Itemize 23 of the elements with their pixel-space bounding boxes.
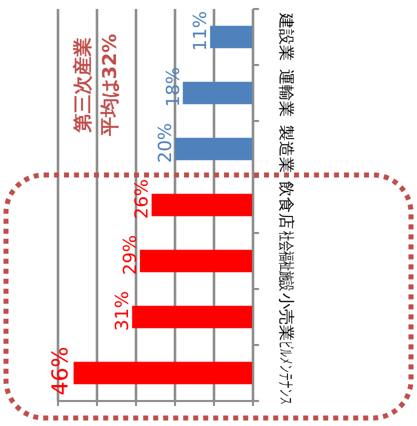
y-tick-label: 建設業 (277, 12, 296, 61)
y-tick-label: 小売業 (277, 293, 296, 341)
y-tick-label: 製造業 (277, 125, 296, 173)
y-tick-label: 社会福祉施設 (276, 231, 294, 291)
data-label: 20% (155, 122, 176, 164)
data-label: 18% (162, 66, 184, 108)
data-label: 26% (132, 178, 153, 220)
bar (132, 306, 253, 328)
annotation: 平均は32% (99, 34, 121, 138)
y-tick-label: 運輸業 (277, 69, 296, 117)
y-tick-label: ビルメンテナンス (277, 341, 296, 405)
bar (152, 194, 253, 216)
data-label: 46% (48, 346, 74, 396)
y-tick-label: 飲食店 (277, 181, 296, 229)
bar (210, 26, 253, 48)
bar (182, 82, 253, 104)
data-label: 29% (120, 234, 141, 276)
bar (175, 138, 253, 160)
bar (74, 362, 253, 384)
bar (140, 250, 253, 272)
data-label: 11% (190, 10, 212, 52)
data-label: 31% (112, 290, 134, 332)
annotation: 第三次産業 (72, 38, 94, 134)
